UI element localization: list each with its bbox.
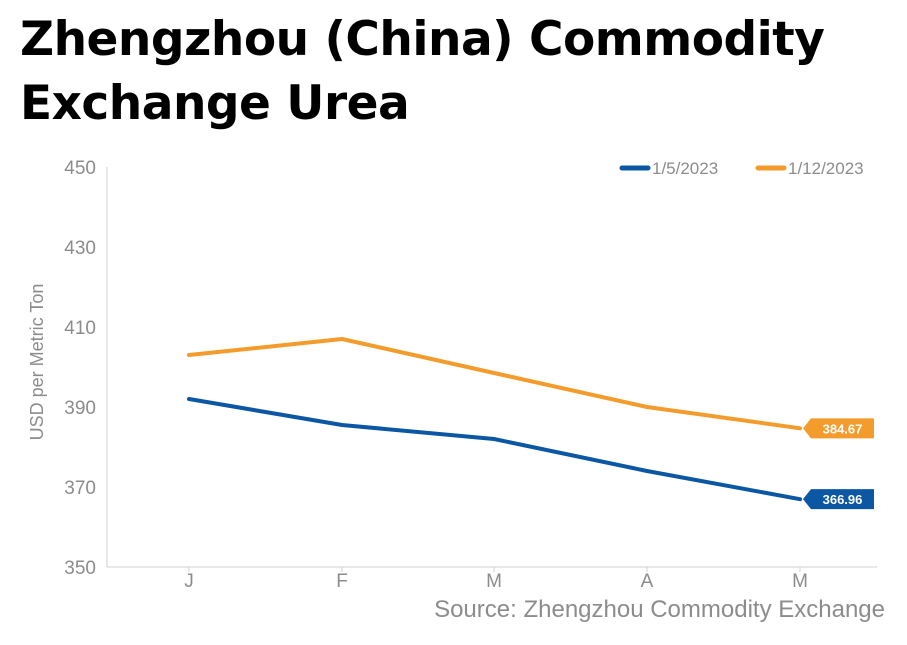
y-tick-label: 410 xyxy=(64,318,96,339)
source-note: Source: Zhengzhou Commodity Exchange xyxy=(434,596,885,623)
y-tick-label: 350 xyxy=(64,558,96,579)
legend-label: 1/12/2023 xyxy=(788,159,864,178)
y-axis-label: USD per Metric Ton xyxy=(27,284,47,441)
x-tick-label: A xyxy=(641,571,654,592)
end-value-label: 366.96 xyxy=(823,492,863,507)
x-tick-label: F xyxy=(336,571,348,592)
chart-axes xyxy=(106,167,877,568)
end-value-tag xyxy=(803,489,874,510)
x-tick-label: J xyxy=(184,571,194,592)
x-tick-label: M xyxy=(486,571,502,592)
series-line xyxy=(187,337,802,431)
y-tick-label: 390 xyxy=(64,398,96,419)
chart-legend: 1/5/2023 1/12/2023 xyxy=(619,159,864,178)
end-value-label: 384.67 xyxy=(823,421,863,436)
y-tick-label: 450 xyxy=(64,158,96,179)
series-line xyxy=(187,397,802,502)
end-value-tag xyxy=(803,418,874,439)
legend-label: 1/5/2023 xyxy=(652,159,718,178)
y-tick-label: 430 xyxy=(64,238,96,259)
y-tick-label: 370 xyxy=(64,478,96,499)
y-axis-ticks: 350 370 390 410 430 450 xyxy=(64,158,96,579)
x-tick-label: M xyxy=(792,571,808,592)
chart-title: Zhengzhou (China) Commodity Exchange Ure… xyxy=(20,12,825,131)
chart-series: 366.96 384.67 xyxy=(187,337,874,510)
